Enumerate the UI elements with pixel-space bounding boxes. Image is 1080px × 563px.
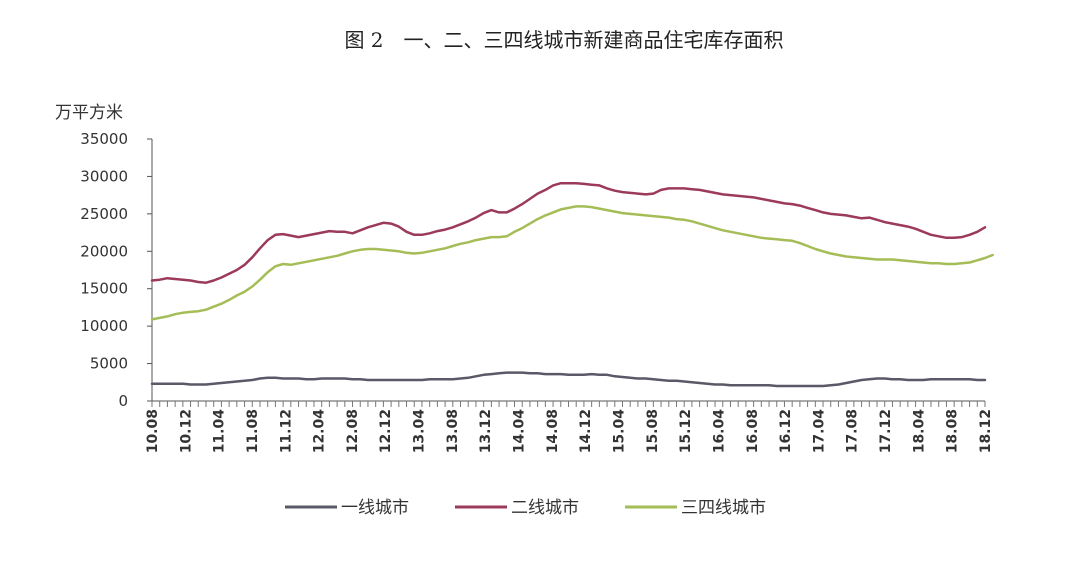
x-tick-label: 11.04 xyxy=(212,409,228,454)
legend-label-2: 二线城市 xyxy=(511,498,579,518)
x-tick-label: 12.08 xyxy=(345,409,361,453)
x-tick-label: 18.04 xyxy=(911,409,927,454)
x-tick-label: 16.12 xyxy=(778,409,794,453)
x-tick-label: 18.08 xyxy=(945,409,961,453)
x-tick-label: 14.08 xyxy=(545,409,561,453)
series-line-3 xyxy=(150,205,994,321)
y-tick-label: 30000 xyxy=(80,167,128,185)
y-tick-label: 20000 xyxy=(80,242,128,260)
x-tick-label: 15.08 xyxy=(645,409,661,453)
x-tick-label: 11.08 xyxy=(245,409,261,453)
x-tick-label: 15.04 xyxy=(611,409,627,454)
y-axis-unit-label: 万平方米 xyxy=(55,103,123,123)
x-tick-label: 13.04 xyxy=(412,409,428,454)
y-tick-label: 10000 xyxy=(80,317,128,335)
y-tick-label: 25000 xyxy=(80,205,128,223)
x-tick-label: 17.12 xyxy=(878,409,894,453)
chart-axes xyxy=(147,138,986,407)
x-tick-label: 17.08 xyxy=(845,409,861,453)
x-tick-label: 12.04 xyxy=(312,409,328,454)
x-tick-label: 13.08 xyxy=(445,409,461,453)
chart-title: 图 2 一、二、三四线城市新建商品住宅库存面积 xyxy=(344,28,783,52)
x-tick-label: 14.04 xyxy=(512,409,528,454)
legend: 一线城市 二线城市 三四线城市 xyxy=(285,498,766,518)
x-tick-label: 13.12 xyxy=(478,409,494,453)
series-lines xyxy=(150,181,994,388)
y-tick-label: 15000 xyxy=(80,280,128,298)
x-tick-label: 14.12 xyxy=(578,409,594,453)
x-tick-label: 16.04 xyxy=(711,409,727,454)
x-tick-label: 11.12 xyxy=(278,409,294,453)
x-axis-ticks: 10.08 10.12 11.04 11.08 11.12 12.04 12.08 12.12… xyxy=(145,409,994,454)
x-tick-label: 18.12 xyxy=(978,409,994,453)
x-tick-label: 12.12 xyxy=(378,409,394,453)
x-tick-label: 17.04 xyxy=(811,409,827,454)
legend-label-3: 三四线城市 xyxy=(681,498,766,518)
series-line-1 xyxy=(150,371,987,388)
series-line-2 xyxy=(150,181,987,284)
y-tick-label: 0 xyxy=(118,392,128,410)
x-tick-label: 16.08 xyxy=(745,409,761,453)
x-tick-label: 15.12 xyxy=(678,409,694,453)
y-axis-ticks: 0 5000 10000 15000 20000 25000 30000 35000 xyxy=(80,130,128,410)
x-tick-label: 10.12 xyxy=(178,409,194,453)
y-tick-label: 5000 xyxy=(90,355,128,373)
x-tick-label: 10.08 xyxy=(145,409,161,453)
legend-label-1: 一线城市 xyxy=(341,498,409,518)
y-tick-label: 35000 xyxy=(80,130,128,148)
